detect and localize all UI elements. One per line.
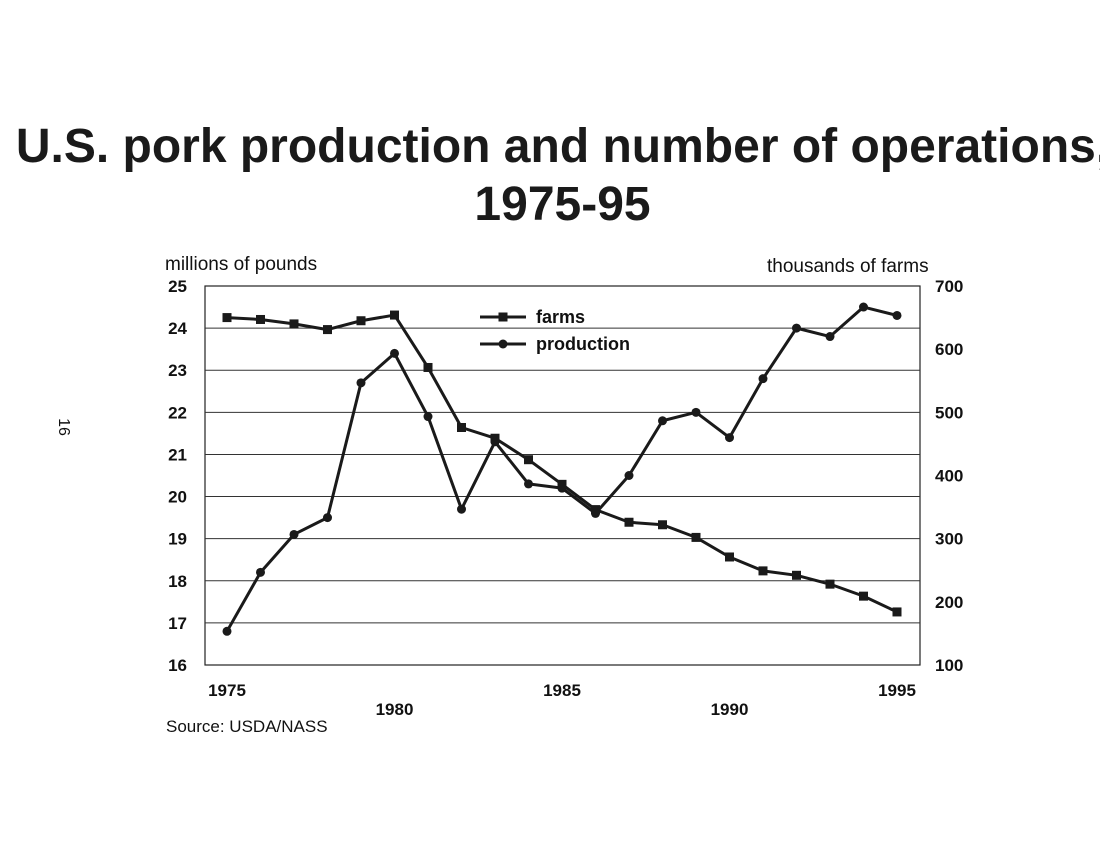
data-point-production bbox=[758, 374, 768, 384]
data-point-production bbox=[323, 513, 332, 523]
series-line-farms bbox=[226, 313, 898, 614]
data-point-farms bbox=[457, 422, 466, 432]
data-point-production bbox=[892, 310, 902, 320]
data-point-production bbox=[222, 626, 232, 636]
data-point-farms bbox=[423, 362, 433, 372]
data-point-production bbox=[423, 412, 433, 422]
y-tick-label-right: 700 bbox=[935, 277, 963, 296]
y-tick-label-left: 25 bbox=[168, 277, 187, 296]
data-point-farms bbox=[524, 455, 533, 465]
data-point-production bbox=[825, 332, 835, 342]
data-point-production bbox=[289, 529, 299, 539]
y-tick-label-left: 21 bbox=[168, 445, 187, 464]
y-tick-label-left: 16 bbox=[168, 656, 187, 675]
y-tick-label-right: 600 bbox=[935, 340, 963, 359]
data-point-farms bbox=[624, 517, 634, 527]
y-tick-label-right: 100 bbox=[935, 656, 963, 675]
y-tick-label-right: 500 bbox=[935, 403, 963, 422]
y-axis-label-left: millions of pounds bbox=[165, 254, 318, 275]
y-tick-label-left: 19 bbox=[168, 530, 187, 549]
y-tick-label-left: 23 bbox=[168, 361, 187, 380]
y-tick-label-left: 24 bbox=[168, 319, 187, 338]
legend-marker-production bbox=[498, 339, 508, 349]
plot-frame bbox=[204, 285, 921, 666]
y-axis-label-right: thousands of farms bbox=[767, 256, 929, 277]
data-point-farms bbox=[658, 520, 667, 530]
data-point-farms bbox=[758, 566, 768, 576]
data-point-production bbox=[356, 378, 366, 388]
data-point-production bbox=[725, 433, 734, 443]
data-point-production bbox=[490, 437, 500, 447]
data-point-production bbox=[658, 416, 667, 426]
data-point-production bbox=[524, 479, 533, 489]
data-point-farms bbox=[390, 310, 399, 320]
data-point-production bbox=[591, 508, 600, 518]
y-tick-label-right: 200 bbox=[935, 593, 963, 612]
data-point-farms bbox=[825, 579, 835, 589]
data-point-farms bbox=[289, 319, 299, 329]
y-tick-label-left: 22 bbox=[168, 403, 187, 422]
data-point-production bbox=[390, 348, 399, 358]
data-point-production bbox=[624, 471, 634, 480]
data-point-farms bbox=[222, 313, 232, 323]
data-point-production bbox=[557, 483, 567, 493]
data-point-farms bbox=[859, 591, 868, 601]
y-tick-label-left: 20 bbox=[168, 488, 187, 507]
data-point-production bbox=[457, 504, 466, 514]
data-point-farms bbox=[256, 314, 265, 324]
data-point-farms bbox=[356, 316, 366, 326]
y-tick-label-left: 17 bbox=[168, 614, 187, 633]
x-tick-label: 1985 bbox=[543, 681, 581, 700]
x-tick-label: 1975 bbox=[208, 681, 246, 700]
y-tick-label-left: 18 bbox=[168, 572, 187, 591]
x-tick-label: 1980 bbox=[376, 700, 414, 719]
data-point-farms bbox=[691, 532, 701, 542]
legend-label-farms: farms bbox=[536, 307, 585, 327]
series-line-production bbox=[225, 305, 898, 633]
data-point-farms bbox=[792, 570, 801, 580]
x-tick-label: 1990 bbox=[711, 700, 749, 719]
x-tick-label: 1995 bbox=[878, 681, 916, 700]
legend-marker-farms bbox=[498, 312, 508, 322]
data-point-production bbox=[691, 407, 701, 417]
data-point-production bbox=[859, 302, 868, 312]
data-point-production bbox=[256, 567, 265, 577]
data-point-farms bbox=[725, 552, 734, 562]
data-point-production bbox=[792, 323, 801, 333]
y-tick-label-right: 400 bbox=[935, 467, 963, 486]
data-point-farms bbox=[323, 325, 332, 335]
chart-title: U.S. pork production and number of opera… bbox=[15, 120, 1100, 231]
y-tick-label-right: 300 bbox=[935, 530, 963, 549]
legend-label-production: production bbox=[536, 334, 630, 354]
source-note: Source: USDA/NASS bbox=[166, 717, 328, 736]
data-point-farms bbox=[892, 607, 902, 617]
